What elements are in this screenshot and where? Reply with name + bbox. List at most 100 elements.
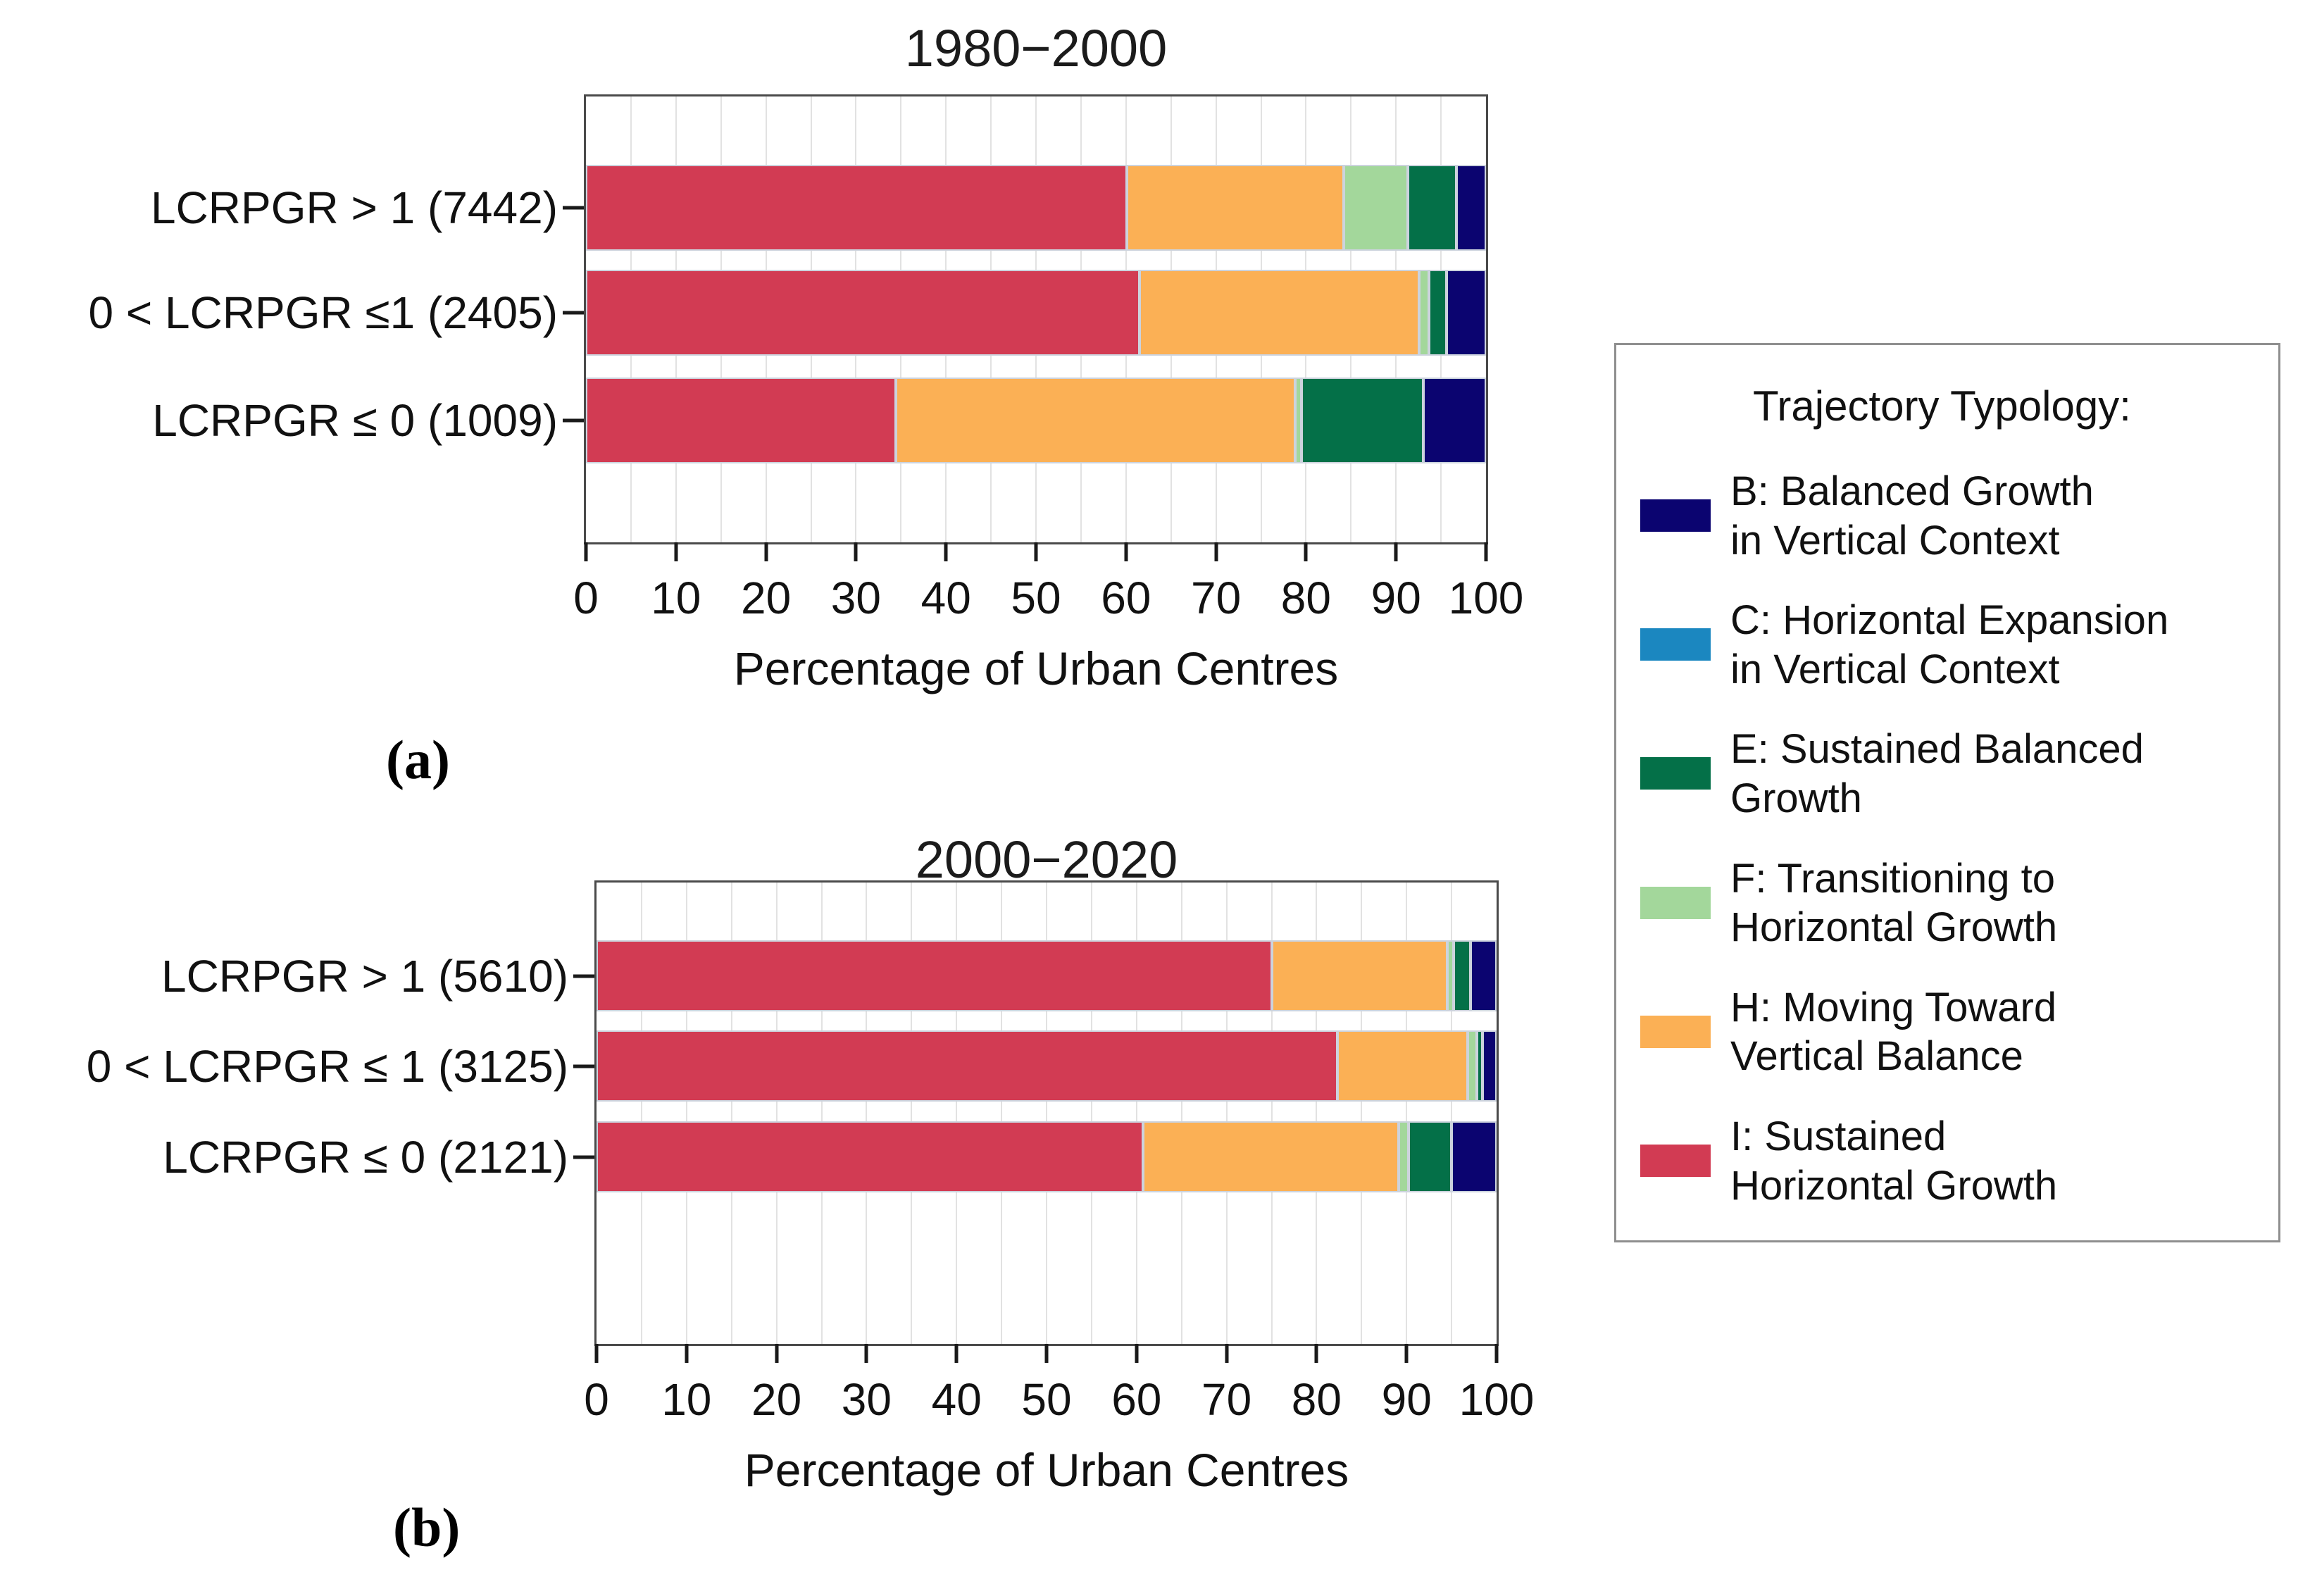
x-axis-tick-label: 80 xyxy=(1280,573,1331,623)
x-axis-tick xyxy=(1484,542,1488,561)
legend-swatch-E xyxy=(1640,757,1711,790)
bar-segment-B xyxy=(1456,165,1486,251)
gridline xyxy=(775,883,778,1344)
x-axis-tick xyxy=(944,542,948,561)
bar-segment-I xyxy=(586,378,896,463)
y-axis-tick xyxy=(563,418,584,423)
x-axis-tick xyxy=(1394,542,1398,561)
gridline xyxy=(1135,883,1137,1344)
bar-segment-I xyxy=(597,940,1272,1011)
x-axis-tick xyxy=(1225,1344,1229,1363)
y-axis-tick xyxy=(563,311,584,315)
gridline xyxy=(1406,883,1408,1344)
x-axis-tick-label: 0 xyxy=(573,573,599,623)
bar-segment-B xyxy=(1470,940,1497,1011)
x-axis-tick xyxy=(764,542,768,561)
stacked-bar xyxy=(597,1121,1497,1192)
y-axis-tick xyxy=(563,206,584,210)
bar-segment-I xyxy=(586,165,1128,251)
x-axis-tick-label: 50 xyxy=(1021,1374,1072,1425)
x-axis-tick xyxy=(594,1344,599,1363)
legend-item-label: I: Sustained Horizontal Growth xyxy=(1730,1113,2058,1209)
plot-area-a: LCRPGR > 1 (7442) 0 < LCRPGR ≤1 (2405) LCR… xyxy=(88,94,1523,623)
legend-item-label: F: Transitioning to Horizontal Growth xyxy=(1730,855,2058,951)
y-axis-label: LCRPGR ≤ 0 (1009) xyxy=(152,395,558,446)
stacked-bar xyxy=(586,378,1486,463)
bar-segment-F xyxy=(1468,1030,1477,1102)
x-axis-tick-label: 70 xyxy=(1191,573,1242,623)
bar-segment-H xyxy=(1271,940,1447,1011)
gridline xyxy=(1001,883,1003,1344)
x-axis-tick xyxy=(854,542,858,561)
x-axis-tick-label: 80 xyxy=(1291,1374,1342,1425)
x-axis-tick xyxy=(1135,1344,1139,1363)
gridline xyxy=(1225,883,1228,1344)
x-axis-tick xyxy=(775,1344,779,1363)
gridline xyxy=(956,883,958,1344)
bar-segment-B xyxy=(1451,1121,1497,1192)
x-axis-title-a: Percentage of Urban Centres xyxy=(733,642,1339,694)
gridline xyxy=(685,883,687,1344)
legend-item-label: E: Sustained Balanced Growth xyxy=(1730,726,2144,821)
legend-item-label: H: Moving Toward Vertical Balance xyxy=(1730,984,2057,1080)
x-axis-tick-label: 90 xyxy=(1381,1374,1432,1425)
bar-segment-E xyxy=(1301,378,1423,463)
x-axis-tick-label: 40 xyxy=(931,1374,982,1425)
gridline xyxy=(1361,883,1363,1344)
legend-swatch-C xyxy=(1640,628,1711,661)
x-axis-tick-label: 100 xyxy=(1459,1374,1535,1425)
y-axis-label: 0 < LCRPGR ≤ 1 (3125) xyxy=(86,1040,568,1092)
y-axis-tick xyxy=(573,1155,594,1159)
x-axis-tick xyxy=(685,1344,689,1363)
bar-segment-E xyxy=(1407,165,1456,251)
stacked-bar xyxy=(597,1030,1497,1102)
gridline xyxy=(1451,883,1453,1344)
x-axis-tick-label: 60 xyxy=(1101,573,1151,623)
x-axis-tick xyxy=(584,542,588,561)
x-axis-tick-label: 20 xyxy=(751,1374,802,1425)
bar-segment-H xyxy=(1142,1121,1399,1192)
x-axis-tick xyxy=(1044,1344,1049,1363)
bar-segment-H xyxy=(1337,1030,1468,1102)
x-axis-tick-label: 30 xyxy=(841,1374,892,1425)
gridline xyxy=(1090,883,1092,1344)
legend-swatch-H xyxy=(1640,1015,1711,1048)
x-axis-tick xyxy=(1034,542,1038,561)
legend-swatch-F xyxy=(1640,886,1711,919)
bar-segment-F xyxy=(1398,1121,1409,1192)
gridline xyxy=(1316,883,1318,1344)
bar-segment-E xyxy=(1476,1030,1482,1102)
legend-title: Trajectory Typology: xyxy=(1753,382,2131,430)
x-axis-tick-label: 20 xyxy=(741,573,792,623)
x-axis-tick-label: 50 xyxy=(1011,573,1061,623)
legend-item-label: B: Balanced Growth in Vertical Context xyxy=(1730,468,2094,563)
x-axis-tick xyxy=(1404,1344,1409,1363)
x-axis-tick-label: 0 xyxy=(584,1374,609,1425)
x-axis-tick-label: 100 xyxy=(1448,573,1524,623)
legend-item-H: H: Moving Toward Vertical Balance xyxy=(1640,983,2253,1081)
gridline xyxy=(640,883,642,1344)
bar-segment-E xyxy=(1453,940,1471,1011)
x-axis-tick xyxy=(864,1344,868,1363)
bar-segment-H xyxy=(1139,270,1420,356)
gridline xyxy=(730,883,732,1344)
chart-title-b: 2000−2020 xyxy=(915,830,1178,889)
x-axis-tick xyxy=(954,1344,959,1363)
gridline xyxy=(1180,883,1182,1344)
legend-item-C: C: Horizontal Expansion in Vertical Cont… xyxy=(1640,596,2253,694)
legend-item-F: F: Transitioning to Horizontal Growth xyxy=(1640,854,2253,952)
panel-label-a: (a) xyxy=(386,729,450,790)
x-axis-tick xyxy=(1214,542,1218,561)
bar-segment-F xyxy=(1344,165,1408,251)
x-axis-title-b: Percentage of Urban Centres xyxy=(744,1444,1349,1496)
gridline xyxy=(1046,883,1047,1344)
bar-segment-B xyxy=(1423,378,1486,463)
bar-segment-H xyxy=(895,378,1296,463)
panel-label-b: (b) xyxy=(393,1497,461,1558)
y-axis-label: LCRPGR > 1 (5610) xyxy=(161,950,568,1002)
x-axis-tick-label: 10 xyxy=(651,573,701,623)
legend-item-E: E: Sustained Balanced Growth xyxy=(1640,725,2253,823)
y-axis-tick xyxy=(573,1064,594,1068)
x-axis-tick-label: 70 xyxy=(1201,1374,1252,1425)
